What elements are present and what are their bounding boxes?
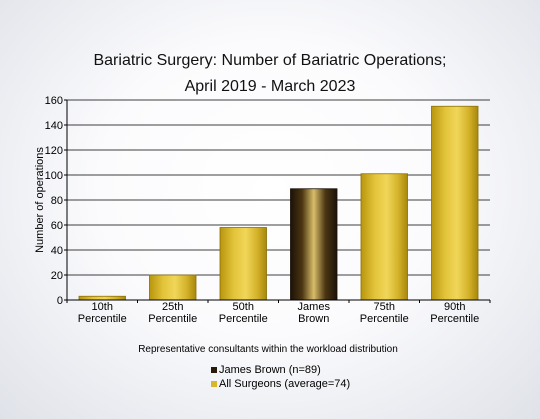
x-category-label: 10th [92,301,113,313]
y-axis-label: Number of operations [34,147,46,253]
x-category-label: Percentile [360,313,409,325]
x-category-label: 25th [162,301,183,313]
y-tick-labels: 0 20 40 60 80 100 120 140 160 [45,95,63,307]
bar-percentile [431,105,479,301]
bars [78,105,479,301]
x-category-label: Brown [298,313,329,325]
x-category-label: 50th [233,301,254,313]
x-category-label: Percentile [430,313,479,325]
chart-title-line-1: Bariatric Surgery: Number of Bariatric O… [93,52,446,69]
bar-percentile [360,173,408,301]
x-category-label: 75th [374,301,395,313]
y-tick-label: 20 [51,270,63,282]
x-category-label: Percentile [78,313,127,325]
legend-swatch-all-surgeons [211,381,217,387]
y-tick-label: 0 [57,295,63,307]
y-tick-label: 160 [45,95,63,107]
x-category-label: Percentile [148,313,197,325]
legend-label-consultant: James Brown (n=89) [219,364,321,376]
bar-percentile [149,274,197,301]
y-tick-label: 60 [51,220,63,232]
legend-label-all-surgeons: All Surgeons (average=74) [219,378,350,390]
x-category-label: 90th [444,301,465,313]
y-tick-label: 100 [45,170,63,182]
x-category-labels: 10thPercentile25thPercentile50thPercenti… [78,301,479,325]
y-tick-label: 80 [51,195,63,207]
y-tick-label: 120 [45,145,63,157]
x-category-label: Percentile [219,313,268,325]
bar-percentile [219,227,267,301]
bar-percentile [78,295,126,301]
legend-swatch-consultant [211,367,217,373]
x-axis-label: Representative consultants within the wo… [138,344,398,355]
y-tick-label: 40 [51,245,63,257]
bar-consultant [290,188,338,301]
legend: James Brown (n=89) All Surgeons (average… [211,364,350,390]
chart-title-line-2: April 2019 - March 2023 [185,78,356,95]
axes [66,100,491,303]
x-category-label: James [298,301,331,313]
y-tick-label: 140 [45,120,63,132]
gridlines [64,99,490,301]
